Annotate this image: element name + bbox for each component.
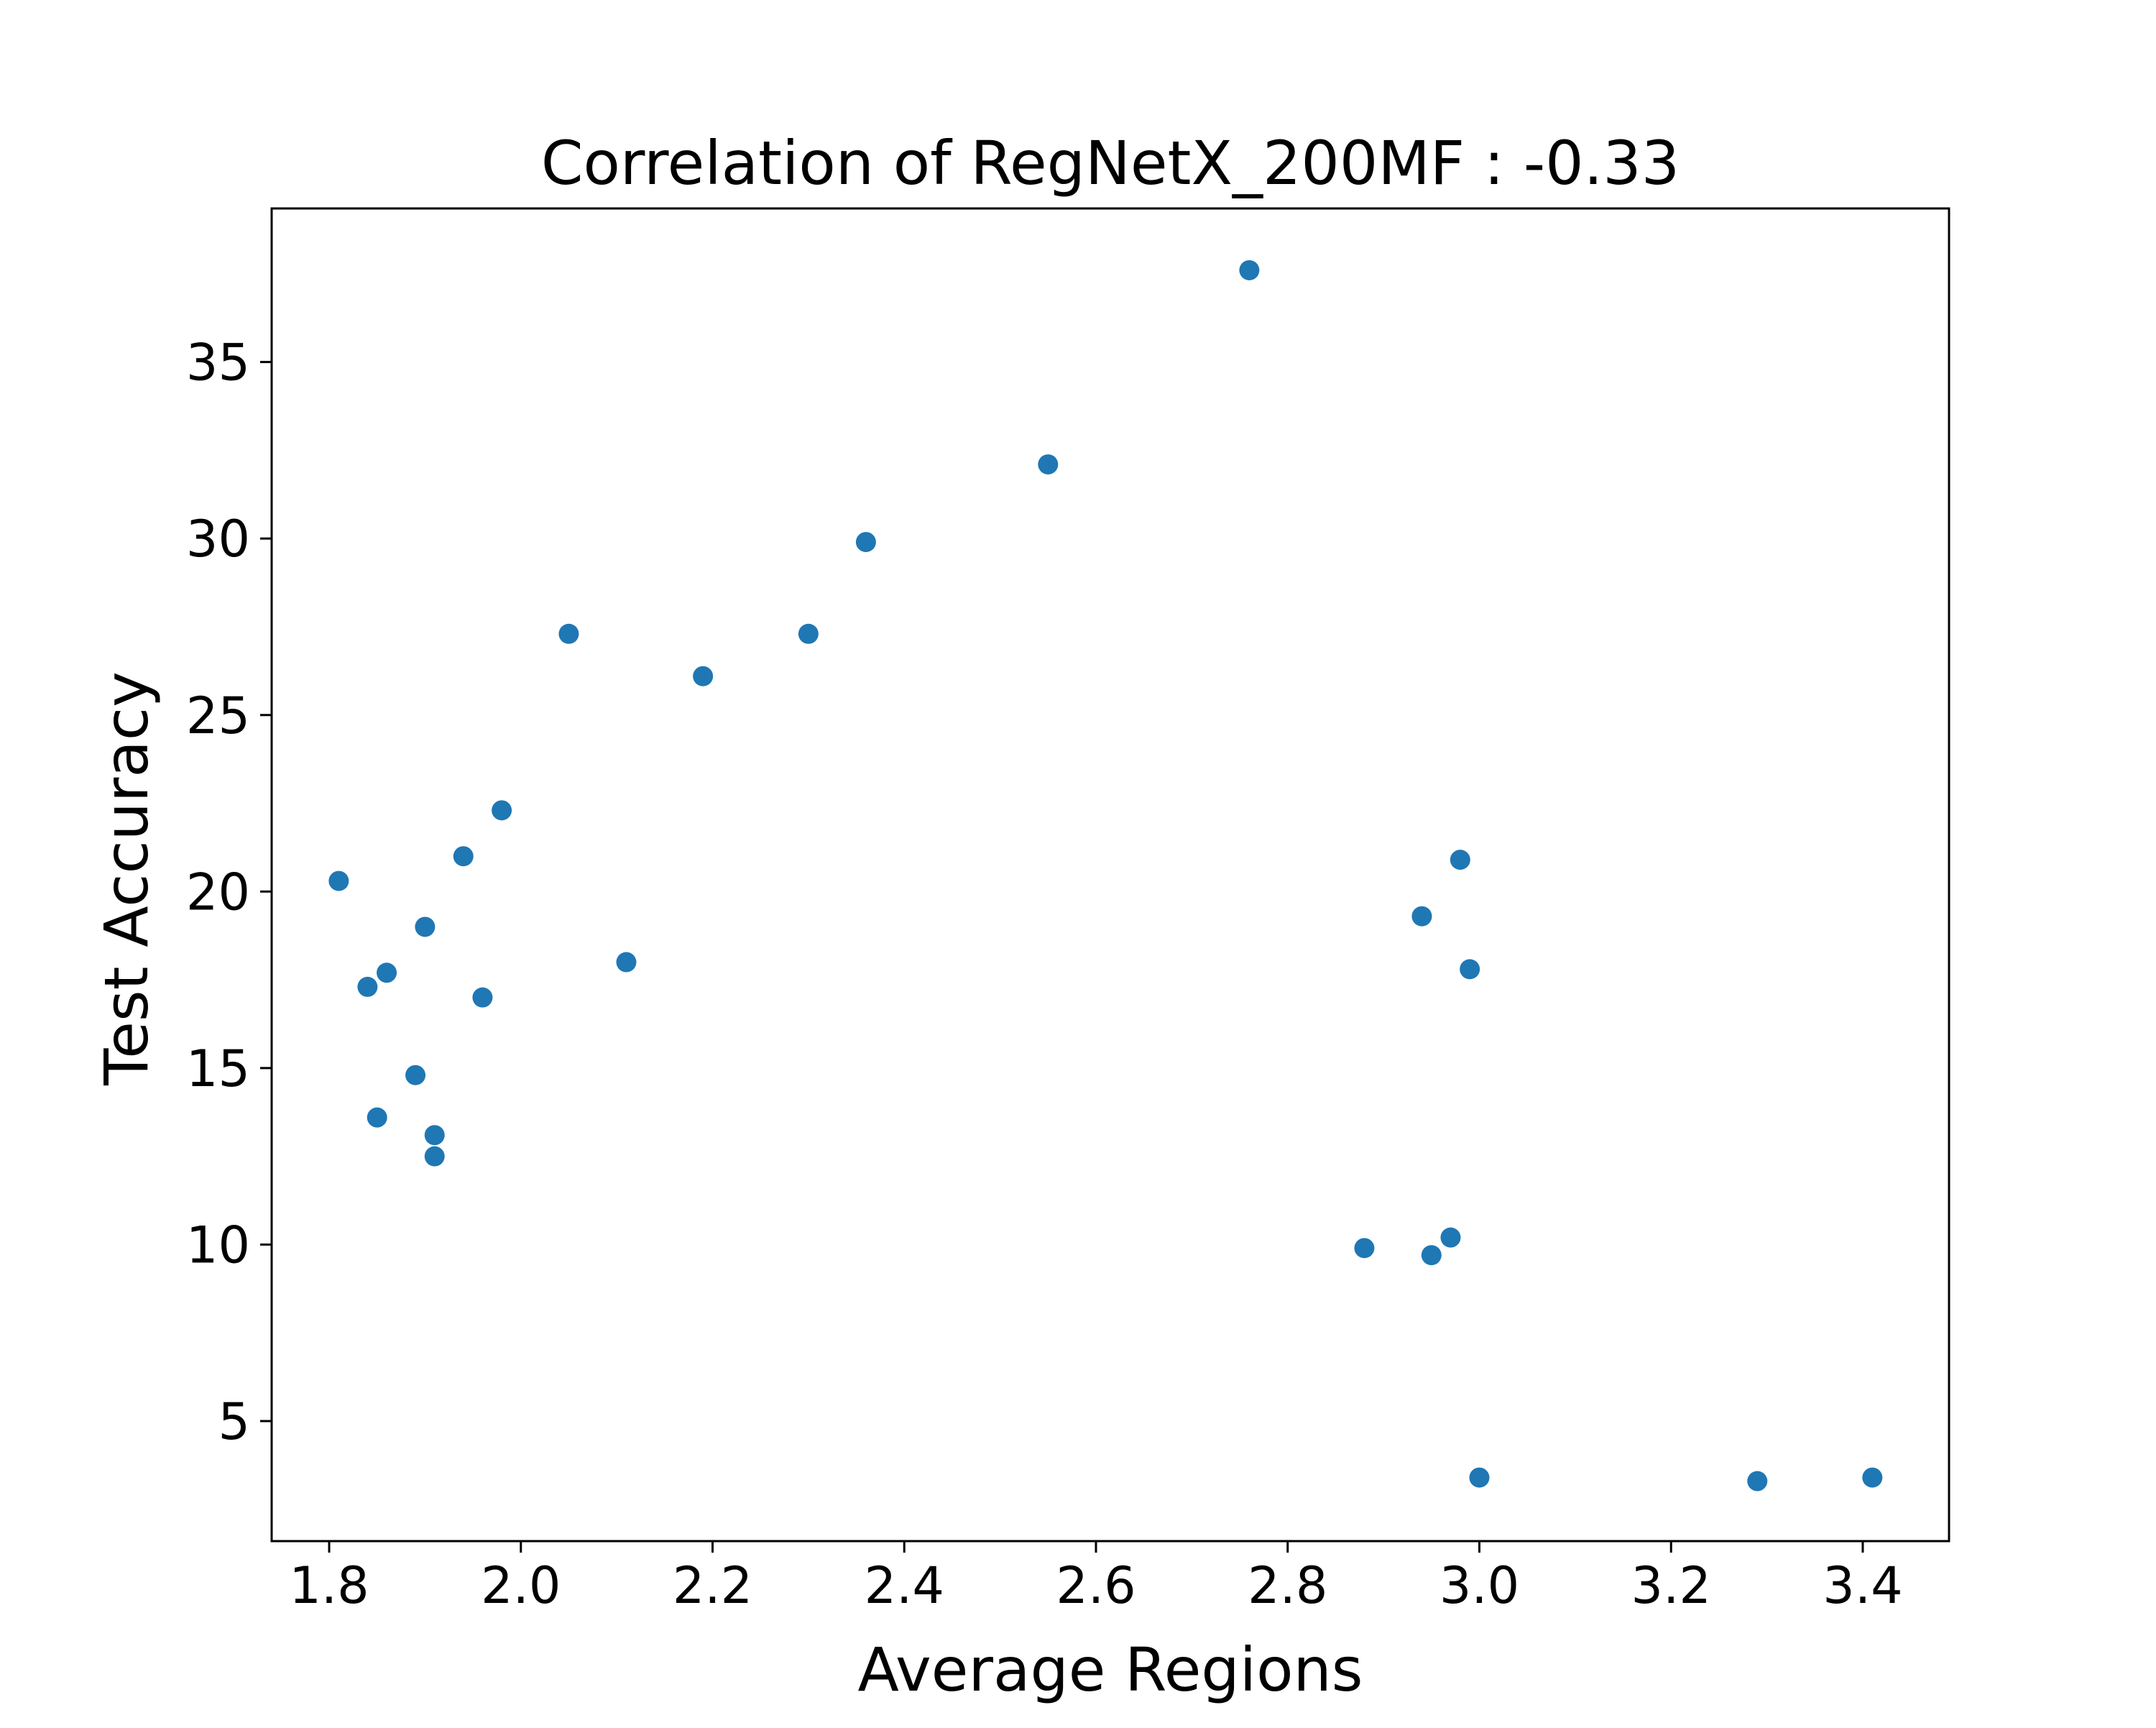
x-axis-label: Average Regions [858, 1635, 1363, 1705]
data-point [367, 1107, 387, 1128]
data-point [1440, 1227, 1461, 1248]
x-tick-label: 3.2 [1631, 1556, 1711, 1615]
data-point [798, 623, 819, 644]
y-tick-label: 15 [186, 1039, 250, 1098]
data-point [693, 666, 714, 686]
chart-title: Correlation of RegNetX_200MF : -0.33 [541, 128, 1680, 198]
data-point [328, 870, 349, 891]
x-tick-label: 3.0 [1439, 1556, 1519, 1615]
data-point [424, 1146, 445, 1167]
data-point [855, 532, 876, 553]
data-point [377, 962, 397, 983]
y-tick-label: 35 [186, 334, 250, 392]
x-tick-label: 1.8 [289, 1556, 369, 1615]
data-point [1038, 454, 1059, 475]
x-tick-label: 2.8 [1248, 1556, 1327, 1615]
x-tick-label: 2.0 [481, 1556, 561, 1615]
data-point [1460, 959, 1480, 980]
y-tick-label: 10 [186, 1215, 250, 1274]
data-point [1354, 1238, 1375, 1259]
data-point [616, 952, 637, 973]
data-point [415, 916, 436, 937]
data-point [1239, 259, 1260, 280]
data-point [558, 623, 579, 644]
data-point [1411, 906, 1432, 927]
y-tick-label: 30 [186, 510, 250, 569]
data-point [357, 976, 378, 997]
data-point [1469, 1467, 1490, 1488]
data-point [1747, 1471, 1768, 1492]
data-point [424, 1125, 445, 1146]
y-tick-label: 20 [186, 863, 250, 922]
y-tick-label: 25 [186, 686, 250, 745]
plot-frame [270, 207, 1950, 1543]
x-tick-label: 2.6 [1056, 1556, 1135, 1615]
data-point [1421, 1245, 1442, 1266]
x-tick-label: 2.2 [673, 1556, 752, 1615]
x-tick-label: 2.4 [865, 1556, 944, 1615]
axis-ticks: 1.8 2.0 2.2 2.4 2.6 2.8 3.0 3.2 3.4 5 10 15 20 25 30 35 [186, 334, 1903, 1615]
x-tick-label: 3.4 [1823, 1556, 1902, 1615]
data-points [328, 259, 1883, 1492]
data-point [492, 800, 512, 821]
data-point [453, 846, 474, 867]
data-point [405, 1065, 426, 1085]
y-axis-label: Test Accuracy [91, 671, 162, 1086]
y-tick-label: 5 [218, 1392, 250, 1451]
data-point [472, 987, 493, 1008]
data-point [1450, 850, 1470, 870]
data-point [1862, 1467, 1883, 1488]
